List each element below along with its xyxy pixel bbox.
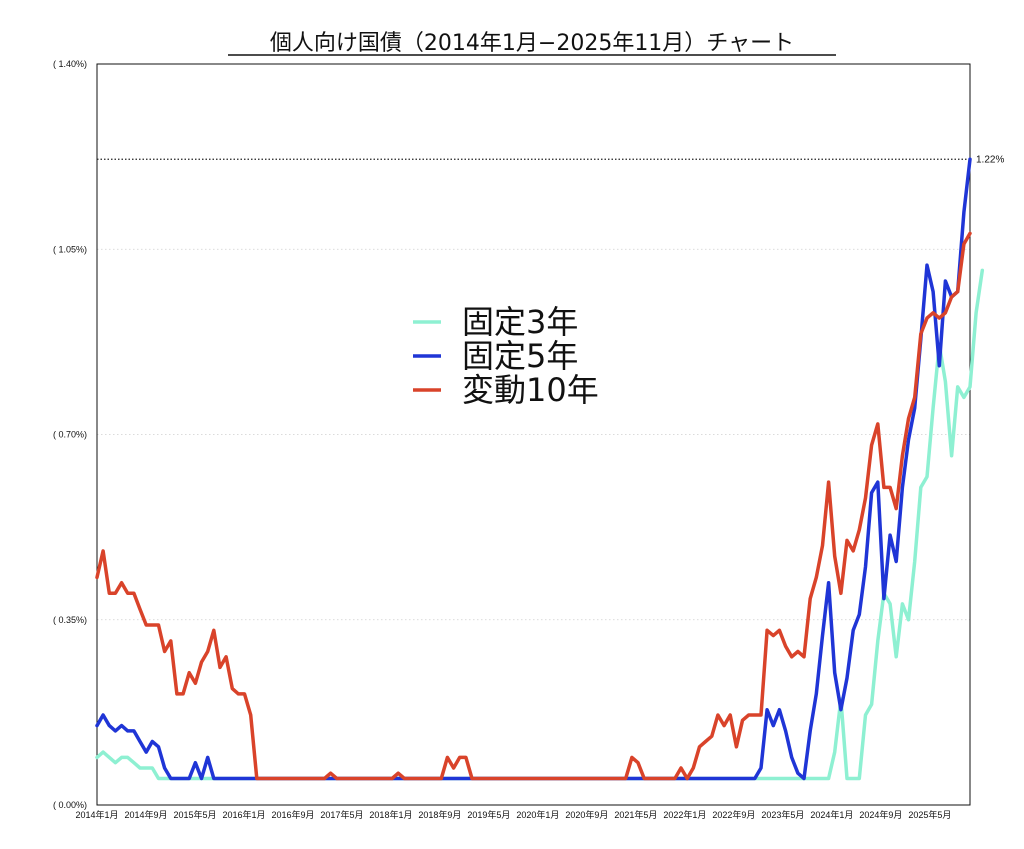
series-2 (95, 231, 972, 781)
series-line (95, 157, 972, 781)
plot-area (96, 63, 971, 806)
x-tick-label: 2022年1月 (663, 809, 706, 820)
x-tick-label: 2024年1月 (810, 809, 853, 820)
x-tick-label: 2025年5月 (908, 809, 951, 820)
x-tick-label: 2021年5月 (614, 809, 657, 820)
series-line (95, 231, 972, 781)
series-lines (95, 157, 985, 781)
x-tick-label: 2016年1月 (222, 809, 265, 820)
x-tick-label: 2018年1月 (369, 809, 412, 820)
y-tick-label: ( 0.35%) (53, 615, 87, 625)
x-tick-label: 2014年1月 (75, 809, 118, 820)
y-tick-label: ( 0.70%) (53, 430, 87, 440)
x-tick-label: 2023年5月 (761, 809, 804, 820)
series-line (95, 268, 985, 781)
x-tick-label: 2016年9月 (271, 809, 314, 820)
series-1 (95, 157, 972, 781)
y-axis: ( 0.00%) ( 0.35%) ( 0.70%) ( 1.05%) ( 1.40%) (53, 59, 87, 810)
x-tick-label: 2017年5月 (320, 809, 363, 820)
x-tick-label: 2019年5月 (467, 809, 510, 820)
reference-line-label: 1.22% (976, 154, 1004, 165)
x-tick-label: 2014年9月 (124, 809, 167, 820)
x-tick-label: 2024年9月 (859, 809, 902, 820)
reference-line-group: 1.22% (97, 154, 1004, 165)
x-tick-label: 2018年9月 (418, 809, 461, 820)
y-tick-label: ( 1.05%) (53, 244, 87, 254)
x-tick-label: 2022年9月 (712, 809, 755, 820)
y-tick-label: ( 1.40%) (53, 59, 87, 69)
x-tick-label: 2020年9月 (565, 809, 608, 820)
legend-label: 固定3年 (462, 303, 578, 341)
legend-label: 変動10年 (462, 371, 599, 409)
grid-lines (97, 248, 970, 621)
x-axis: 2014年1月 2014年9月 2015年5月 2016年1月 2016年9月 2017年… (75, 809, 951, 820)
y-tick-label: ( 0.00%) (53, 800, 87, 810)
x-tick-label: 2015年5月 (173, 809, 216, 820)
legend-label: 固定5年 (462, 337, 578, 375)
chart-title: 個人向け国債（2014年1月−2025年11月）チャート (270, 31, 794, 56)
x-tick-label: 2020年1月 (516, 809, 559, 820)
series-0 (95, 268, 985, 781)
